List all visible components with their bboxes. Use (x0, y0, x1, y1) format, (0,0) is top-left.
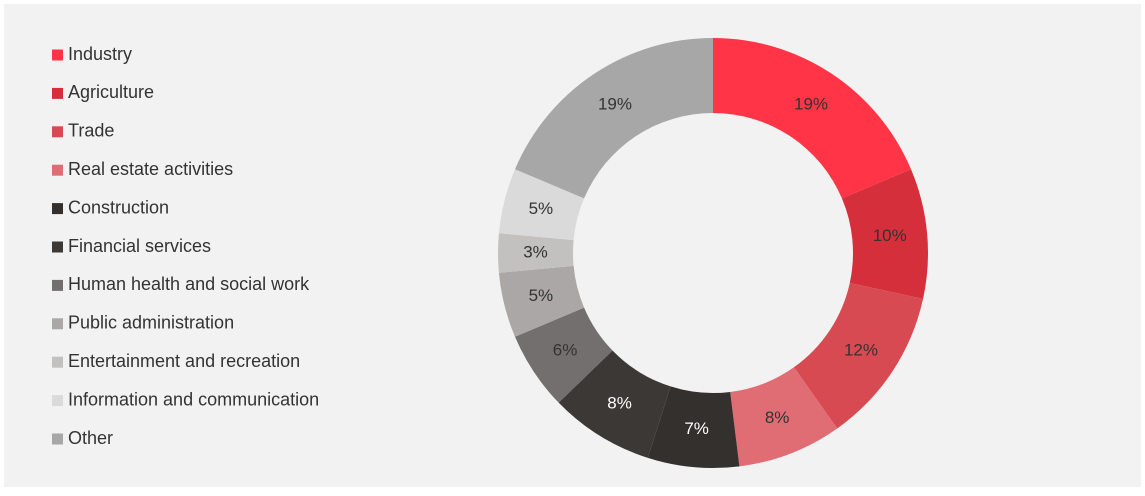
slice-label: 10% (873, 226, 907, 245)
slice (793, 282, 924, 429)
slice-label: 8% (607, 393, 632, 412)
legend-swatch (52, 203, 63, 215)
slice (515, 307, 613, 403)
legend-label: Trade (68, 121, 114, 141)
legend-label: Other (68, 428, 113, 448)
legend-swatch (52, 87, 63, 99)
legend-swatch (52, 356, 63, 368)
legend-label: Real estate activities (68, 159, 233, 179)
legend-swatch (52, 433, 63, 445)
legend-label: Financial services (68, 236, 211, 256)
slice (498, 265, 585, 337)
slice (515, 38, 713, 199)
legend-label: Agriculture (68, 82, 154, 102)
legend-label: Information and communication (68, 389, 319, 409)
slice-label: 5% (529, 199, 554, 218)
legend-swatch (52, 279, 63, 291)
legend-label: Entertainment and recreation (68, 351, 300, 371)
slice (841, 169, 928, 299)
slice-label: 6% (553, 341, 578, 360)
slice (498, 169, 585, 241)
slice-label: 8% (765, 408, 790, 427)
legend-swatch (52, 49, 63, 61)
slice-label: 12% (844, 341, 878, 360)
legend-swatch (52, 318, 63, 330)
legend-swatch (52, 164, 63, 176)
legend-swatch (52, 241, 63, 253)
slice-label: 3% (523, 242, 548, 261)
slice (713, 38, 911, 199)
slice-label: 5% (529, 286, 554, 305)
legend-swatch (52, 126, 63, 138)
slice-label: 19% (794, 95, 828, 114)
slice (498, 233, 574, 273)
legend-label: Public administration (68, 313, 234, 333)
slice-label: 7% (684, 419, 709, 438)
slice (730, 367, 838, 467)
legend-label: Human health and social work (68, 274, 310, 294)
legend-label: Industry (68, 44, 132, 64)
slice (647, 386, 740, 469)
legend-swatch (52, 395, 63, 407)
legend-label: Construction (68, 197, 169, 217)
slice (558, 350, 671, 458)
slice-label: 19% (598, 95, 632, 114)
